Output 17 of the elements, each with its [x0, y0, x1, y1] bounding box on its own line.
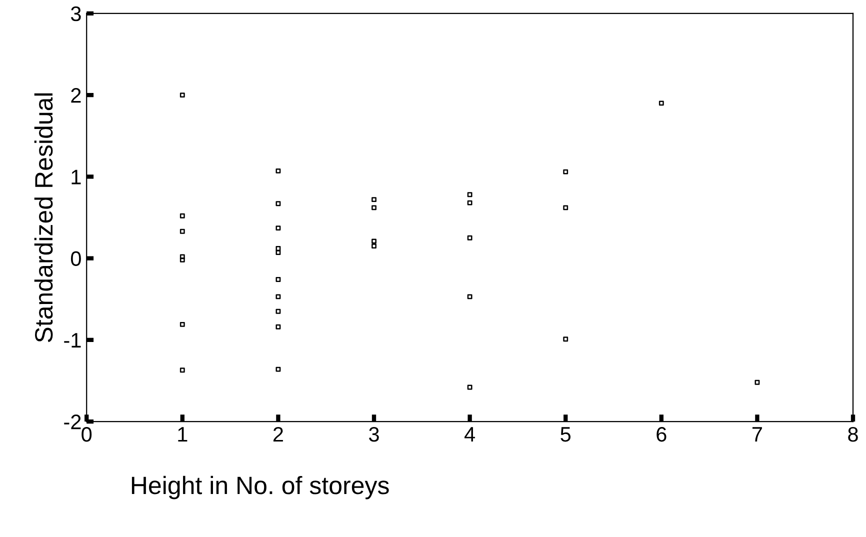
- x-tick-label: 2: [273, 426, 283, 442]
- x-tick-label: 1: [178, 427, 188, 442]
- y-tick-label: 1: [72, 170, 81, 184]
- x-tick-label: 8: [848, 426, 858, 442]
- x-tick-label: 5: [560, 427, 571, 442]
- y-tick-label: -1: [64, 333, 81, 348]
- y-tick-label: 0: [70, 251, 81, 266]
- x-tick-label: 0: [82, 426, 92, 442]
- x-tick-label: 6: [656, 426, 666, 442]
- x-tick-label: 4: [464, 427, 475, 442]
- x-tick-label: 7: [752, 427, 762, 442]
- y-tick-label: -2: [64, 414, 81, 430]
- y-tick-label: 2: [71, 88, 81, 103]
- y-tick-label: 3: [70, 6, 81, 22]
- x-axis-title: Height in No. of storeys: [132, 476, 389, 500]
- y-axis-title: Standardized Residual: [34, 93, 53, 342]
- x-tick-label: 3: [369, 426, 379, 442]
